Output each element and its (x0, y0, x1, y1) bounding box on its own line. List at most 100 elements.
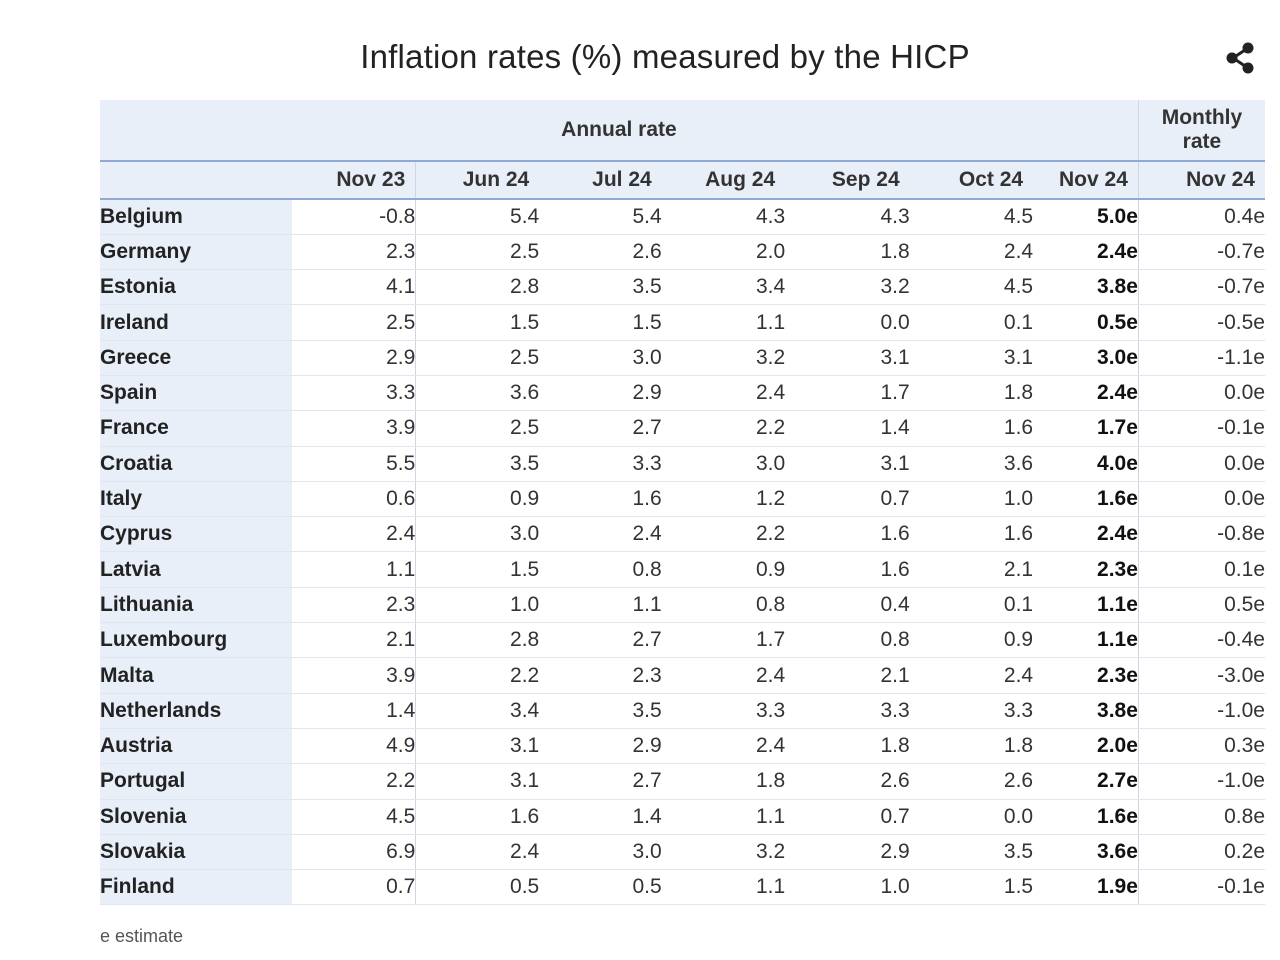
table-cell: 2.8 (415, 622, 540, 659)
table-cell: 2.1 (909, 551, 1034, 588)
country-name: Luxembourg (100, 622, 293, 659)
table-cell: 1.2 (661, 481, 786, 518)
table-cell: 2.4e (1033, 375, 1139, 412)
table-cell: 6.9 (292, 834, 417, 871)
table-cell: 2.0 (661, 234, 786, 271)
table-cell: 3.5 (539, 693, 662, 729)
table-row: Austria 4.9 3.1 2.9 2.4 1.8 1.8 2.0e 0.3e (100, 728, 1265, 765)
table-cell: 4.5 (292, 799, 417, 835)
table-cell: 3.6 (415, 375, 540, 412)
table-cell: 1.6e (1033, 799, 1139, 835)
table-cell: 1.1 (661, 304, 786, 341)
table-cell: 2.2 (292, 763, 417, 800)
table-cell: 0.4 (785, 587, 910, 624)
table-cell: 3.4 (661, 269, 786, 306)
country-name: Finland (100, 869, 293, 906)
chart-title: Inflation rates (%) measured by the HICP (360, 38, 970, 75)
country-name: Latvia (100, 551, 293, 588)
table-row: Estonia 4.1 2.8 3.5 3.4 3.2 4.5 3.8e -0.7e (100, 269, 1265, 306)
table-cell: 0.9 (909, 622, 1034, 659)
table-cell: 3.6 (909, 446, 1034, 482)
table-cell: 1.1 (661, 799, 786, 835)
table-cell: 1.4 (785, 410, 910, 447)
table-cell: 3.0 (661, 446, 786, 482)
table-cell: 2.2 (661, 516, 786, 553)
table-cell: -0.1e (1137, 410, 1265, 447)
table-cell: 0.1e (1137, 551, 1265, 588)
table-cell: 3.5 (539, 269, 662, 306)
country-name: Estonia (100, 269, 293, 306)
table-row: Belgium -0.8 5.4 5.4 4.3 4.3 4.5 5.0e 0.4e (100, 199, 1265, 235)
table-cell: 2.3e (1033, 657, 1139, 694)
column-header: Jun 24 (415, 161, 540, 200)
table-cell: 1.1 (661, 869, 786, 906)
table-cell: -0.5e (1137, 304, 1265, 341)
table-cell: 0.4e (1137, 199, 1265, 235)
table-cell: 0.8 (785, 622, 910, 659)
table-row: Cyprus 2.4 3.0 2.4 2.2 1.6 1.6 2.4e -0.8e (100, 516, 1265, 553)
table-cell: -0.4e (1137, 622, 1265, 659)
table-cell: 2.5 (292, 304, 417, 341)
table-cell: 1.8 (661, 763, 786, 800)
table-cell: 2.4 (292, 516, 417, 553)
table-cell: 3.3 (909, 693, 1034, 729)
table-cell: 0.5 (539, 869, 662, 906)
table-cell: 5.4 (415, 199, 540, 235)
table-cell: 2.5 (415, 234, 540, 271)
table-cell: 1.1e (1033, 622, 1139, 659)
column-header-row: Nov 23 Jun 24 Jul 24 Aug 24 Sep 24 Oct 2… (100, 161, 1265, 200)
table-cell: 4.5 (909, 199, 1034, 235)
table-cell: 0.2e (1137, 834, 1265, 871)
table-cell: 1.6 (909, 410, 1034, 447)
country-name: France (100, 410, 293, 447)
table-cell: 1.6 (785, 516, 910, 553)
table-cell: 1.8 (785, 728, 910, 765)
country-name: Belgium (100, 199, 293, 235)
monthly-rate-header: Monthly rate (1137, 100, 1265, 162)
table-cell: 2.9 (539, 728, 662, 765)
table-cell: 2.3 (539, 657, 662, 694)
table-row: Greece 2.9 2.5 3.0 3.2 3.1 3.1 3.0e -1.1e (100, 340, 1265, 376)
table-cell: 0.5e (1033, 304, 1139, 341)
table-cell: 0.5e (1137, 587, 1265, 624)
table-cell: 0.0e (1137, 446, 1265, 482)
table-cell: 4.1 (292, 269, 417, 306)
table-cell: 2.7 (539, 410, 662, 447)
table-cell: 1.8 (909, 728, 1034, 765)
table-cell: 5.4 (539, 199, 662, 235)
table-cell: 0.9 (415, 481, 540, 518)
table-cell: 2.3e (1033, 551, 1139, 588)
table-cell: 1.6 (785, 551, 910, 588)
country-column-header (100, 161, 293, 200)
table-cell: 0.7 (785, 481, 910, 518)
country-name: Spain (100, 375, 293, 412)
table-cell: -3.0e (1137, 657, 1265, 694)
table-row: Spain 3.3 3.6 2.9 2.4 1.7 1.8 2.4e 0.0e (100, 375, 1265, 412)
monthly-rate-header-line2: rate (1182, 130, 1222, 153)
table-cell: 0.5 (415, 869, 540, 906)
table-cell: 2.5 (415, 410, 540, 447)
table-cell: 2.4 (909, 234, 1034, 271)
table-cell: 2.4e (1033, 516, 1139, 553)
table-cell: 1.5 (415, 304, 540, 341)
column-header: Nov 24 (1137, 161, 1265, 200)
country-name: Lithuania (100, 587, 293, 624)
country-name: Greece (100, 340, 293, 376)
table-cell: 0.9 (661, 551, 786, 588)
table-cell: 2.4 (415, 834, 540, 871)
country-name: Croatia (100, 446, 293, 482)
table-cell: 2.2 (415, 657, 540, 694)
table-cell: 1.6 (909, 516, 1034, 553)
table-cell: 0.7 (785, 799, 910, 835)
table-cell: 2.2 (661, 410, 786, 447)
table-cell: 1.9e (1033, 869, 1139, 906)
table-cell: 2.7e (1033, 763, 1139, 800)
table-cell: 1.0 (785, 869, 910, 906)
table-cell: 3.0 (539, 340, 662, 376)
table-cell: 1.1 (539, 587, 662, 624)
table-cell: 3.0 (415, 516, 540, 553)
table-cell: 0.7 (292, 869, 417, 906)
share-icon[interactable] (1222, 40, 1258, 76)
table-cell: -1.0e (1137, 693, 1265, 729)
table-cell: -0.8e (1137, 516, 1265, 553)
